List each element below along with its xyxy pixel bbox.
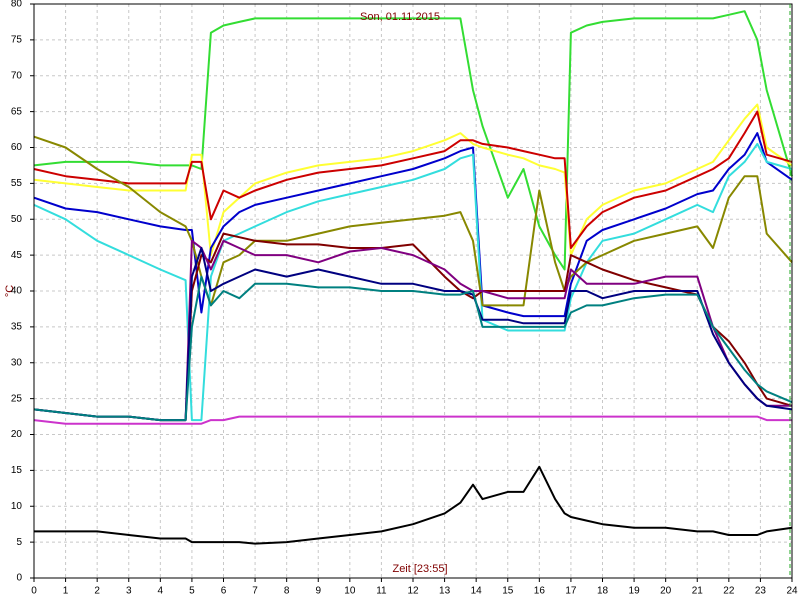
x-tick-label: 13 [439, 586, 451, 597]
y-tick-label: 80 [11, 0, 23, 10]
x-tick-label: 7 [252, 586, 258, 597]
x-tick-label: 11 [376, 586, 387, 597]
chart-title: Son, 01.11.2015 [360, 11, 440, 23]
y-tick-label: 15 [11, 465, 23, 476]
x-tick-label: 12 [407, 586, 419, 597]
y-tick-label: 50 [11, 214, 23, 225]
series-line [33, 415, 792, 425]
series-line [33, 239, 792, 422]
x-tick-label: 21 [692, 586, 704, 597]
plot [33, 10, 793, 545]
y-tick-label: 60 [11, 142, 23, 153]
x-tick-label: 14 [471, 586, 483, 597]
x-tick-label: 18 [597, 586, 609, 597]
x-tick-label: 0 [31, 586, 37, 597]
x-tick-label: 1 [63, 586, 69, 597]
y-tick-label: 55 [11, 178, 23, 189]
series-line [33, 103, 793, 257]
x-tick-label: 8 [284, 586, 290, 597]
x-tick-label: 4 [158, 586, 164, 597]
x-tick-label: 3 [126, 586, 132, 597]
x-tick-label: 17 [565, 586, 577, 597]
x-tick-label: 19 [629, 586, 641, 597]
x-tick-label: 10 [344, 586, 356, 597]
x-tick-label: 16 [534, 586, 546, 597]
x-axis-label: Zeit [23:55] [392, 563, 447, 575]
y-tick-label: 70 [11, 70, 23, 81]
y-tick-label: 30 [11, 357, 23, 368]
y-tick-label: 75 [11, 35, 23, 46]
x-tick-label: 22 [723, 586, 735, 597]
y-axis-label: °C [4, 285, 16, 297]
x-tick-label: 5 [189, 586, 195, 597]
series-line [34, 465, 793, 545]
series-line [33, 110, 793, 249]
y-tick-label: 10 [11, 501, 23, 512]
y-tick-label: 45 [11, 250, 23, 261]
y-tick-label: 5 [16, 537, 22, 548]
x-tick-label: 6 [221, 586, 227, 597]
y-tick-label: 35 [11, 322, 23, 333]
y-tick-label: 20 [11, 429, 23, 440]
series-line [33, 142, 793, 422]
x-tick-label: 9 [315, 586, 321, 597]
x-tick-label: 20 [660, 586, 672, 597]
x-tick-label: 2 [94, 586, 100, 597]
x-tick-label: 15 [502, 586, 514, 597]
y-tick-label: 25 [11, 393, 23, 404]
y-tick-label: 0 [16, 573, 22, 584]
y-tick-label: 65 [11, 106, 23, 117]
x-tick-label: 24 [786, 586, 798, 597]
series-line [33, 135, 793, 307]
series-line [33, 275, 793, 422]
x-tick-label: 23 [755, 586, 767, 597]
y-tick-label: 40 [11, 286, 23, 297]
series-line [33, 10, 793, 271]
series-line [33, 232, 793, 422]
